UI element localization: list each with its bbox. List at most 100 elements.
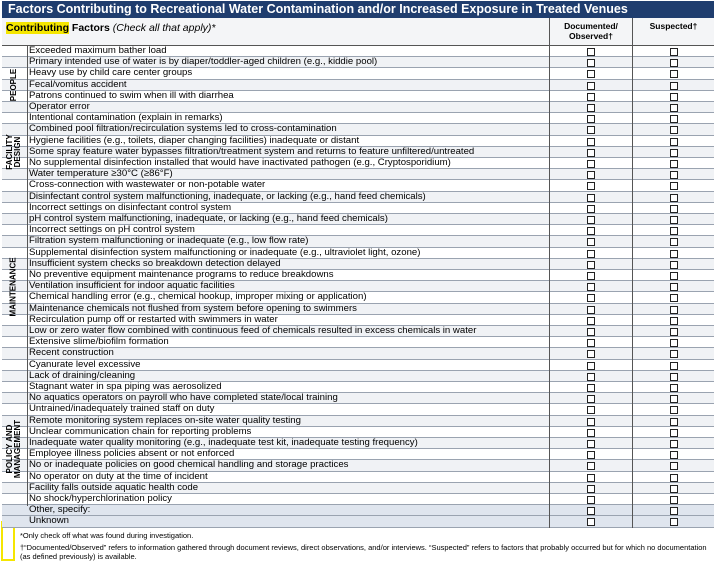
checkbox[interactable] (587, 305, 595, 314)
checkbox[interactable] (670, 361, 678, 370)
checkbox[interactable] (670, 171, 678, 180)
footnote: *Only check off what was found during in… (20, 531, 194, 540)
checkbox[interactable] (670, 216, 678, 224)
checkbox[interactable] (587, 238, 595, 247)
checkbox[interactable] (587, 59, 595, 68)
checkbox[interactable] (670, 518, 678, 527)
checkbox[interactable] (587, 92, 595, 101)
checkbox[interactable] (587, 48, 595, 56)
checkbox[interactable] (587, 272, 595, 280)
checkbox[interactable] (587, 507, 595, 516)
checkbox[interactable] (670, 316, 678, 325)
checkbox[interactable] (587, 227, 595, 236)
checkbox[interactable] (587, 339, 595, 348)
checkbox[interactable] (587, 70, 595, 79)
factor-row: Ventilation insufficient for indoor aqua… (2, 281, 714, 293)
checkbox[interactable] (670, 350, 678, 359)
checkbox[interactable] (587, 328, 595, 336)
factor-text: Lack of draining/cleaning (29, 370, 136, 381)
checkbox[interactable] (670, 451, 678, 460)
checkbox[interactable] (670, 406, 678, 415)
checkbox[interactable] (670, 104, 678, 112)
checkbox[interactable] (587, 428, 595, 437)
checkbox[interactable] (670, 126, 678, 135)
checkbox[interactable] (670, 59, 678, 68)
checkbox[interactable] (670, 484, 678, 493)
checkbox[interactable] (670, 249, 678, 258)
checkbox[interactable] (587, 361, 595, 370)
checkbox[interactable] (670, 137, 678, 146)
checkbox[interactable] (670, 372, 678, 381)
checkbox[interactable] (587, 204, 595, 213)
checkbox[interactable] (670, 182, 678, 191)
checkbox[interactable] (587, 395, 595, 404)
checkbox[interactable] (670, 339, 678, 348)
checkbox[interactable] (587, 473, 595, 482)
checkbox[interactable] (670, 227, 678, 236)
checkbox[interactable] (587, 451, 595, 460)
checkbox[interactable] (670, 473, 678, 482)
checkbox[interactable] (670, 328, 678, 336)
checkbox[interactable] (587, 137, 595, 146)
checkbox[interactable] (670, 384, 678, 392)
checkbox[interactable] (587, 496, 595, 504)
checkbox[interactable] (587, 417, 595, 426)
checkbox[interactable] (587, 294, 595, 303)
group-label-text: FACILITY DESIGN (5, 134, 22, 171)
checkbox[interactable] (587, 249, 595, 258)
checkbox[interactable] (587, 518, 595, 527)
factor-text: No preventive equipment maintenance prog… (29, 270, 334, 280)
factor-row: Exceeded maximum bather load (2, 46, 714, 58)
checkbox[interactable] (587, 104, 595, 112)
checkbox[interactable] (670, 272, 678, 280)
checkbox[interactable] (670, 81, 678, 90)
checkbox[interactable] (587, 440, 595, 448)
checkbox[interactable] (587, 260, 595, 269)
factor-row: pH control system malfunctioning, inadeq… (2, 214, 714, 226)
checkbox[interactable] (670, 193, 678, 202)
checkbox[interactable] (587, 316, 595, 325)
checkbox[interactable] (670, 440, 678, 448)
factor-row: No shock/hyperchlorination policy (2, 494, 714, 506)
checkbox[interactable] (587, 384, 595, 392)
checkbox[interactable] (670, 507, 678, 516)
checkbox[interactable] (670, 238, 678, 247)
checkbox[interactable] (670, 48, 678, 56)
checkbox[interactable] (587, 126, 595, 135)
checkbox[interactable] (670, 148, 678, 157)
checkbox[interactable] (587, 372, 595, 381)
checkbox[interactable] (670, 160, 678, 168)
checkbox[interactable] (587, 171, 595, 180)
checkbox[interactable] (670, 115, 678, 124)
checkbox[interactable] (587, 193, 595, 202)
checkbox[interactable] (587, 182, 595, 191)
checkbox[interactable] (670, 428, 678, 437)
factor-text: Heavy use by child care center groups (29, 68, 193, 79)
factor-row: Primary intended use of water is by diap… (2, 57, 714, 69)
group-label: MAINTENANCE (2, 180, 26, 393)
checkbox[interactable] (670, 305, 678, 314)
checkbox[interactable] (670, 283, 678, 292)
checkbox[interactable] (670, 462, 678, 471)
checkbox[interactable] (587, 148, 595, 157)
checkbox[interactable] (587, 406, 595, 415)
group-label-text: POLICY AND MANAGEMENT (5, 420, 22, 479)
factor-text: Hygiene facilities (e.g., toilets, diape… (29, 135, 360, 146)
checkbox[interactable] (670, 260, 678, 269)
checkbox[interactable] (587, 216, 595, 224)
checkbox[interactable] (587, 160, 595, 168)
checkbox[interactable] (670, 70, 678, 79)
factor-text: Operator error (29, 102, 90, 112)
checkbox[interactable] (670, 496, 678, 504)
checkbox[interactable] (587, 462, 595, 471)
checkbox[interactable] (587, 484, 595, 493)
checkbox[interactable] (670, 204, 678, 213)
checkbox[interactable] (670, 395, 678, 404)
checkbox[interactable] (587, 81, 595, 90)
checkbox[interactable] (587, 350, 595, 359)
checkbox[interactable] (670, 294, 678, 303)
checkbox[interactable] (670, 417, 678, 426)
checkbox[interactable] (587, 115, 595, 124)
checkbox[interactable] (670, 92, 678, 101)
checkbox[interactable] (587, 283, 595, 292)
